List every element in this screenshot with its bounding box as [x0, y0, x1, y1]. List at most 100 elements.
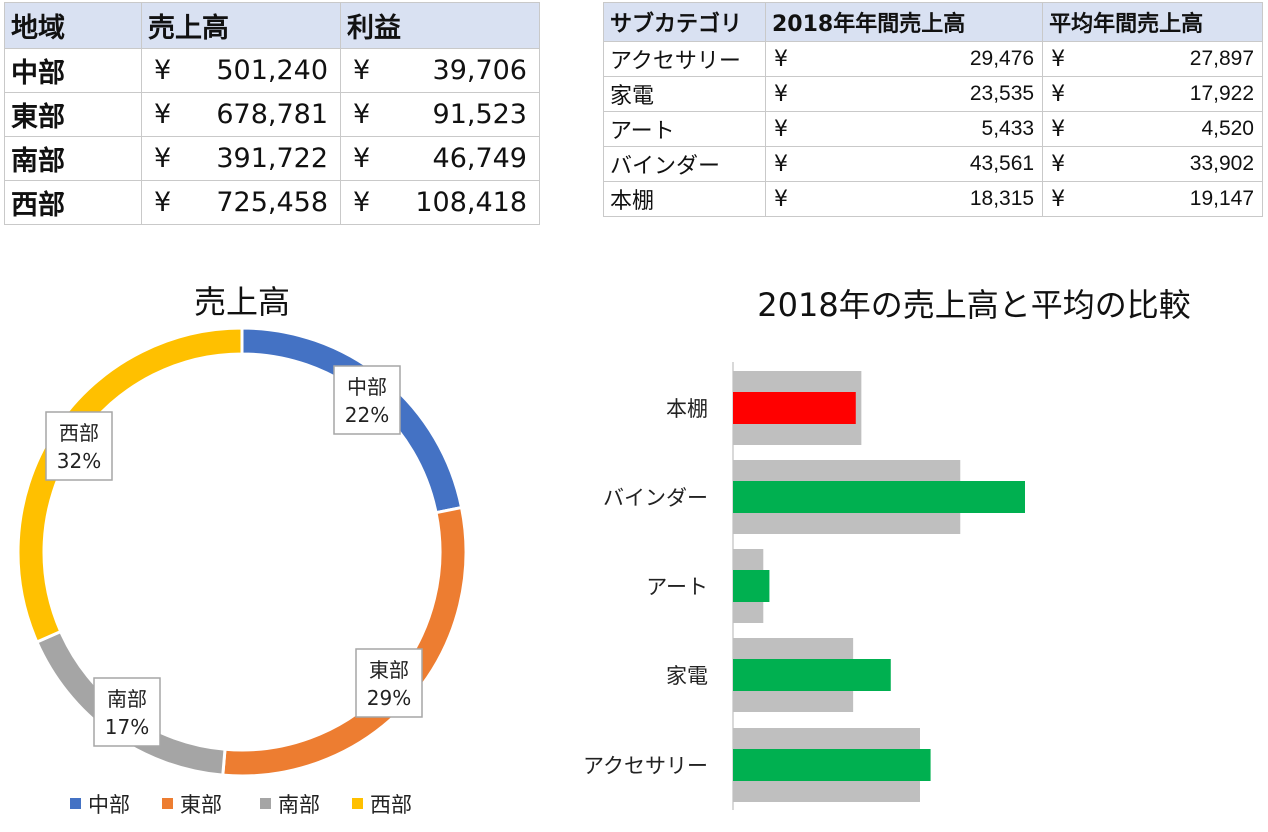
- currency-symbol: ¥: [1042, 181, 1076, 217]
- legend-swatch: [162, 798, 173, 809]
- data-label-box: [93, 677, 161, 747]
- bar-chart-title: 2018年の売上高と平均の比較: [757, 286, 1190, 324]
- header-subcategory: サブカテゴリ: [603, 2, 766, 42]
- legend-item: 南部: [260, 793, 320, 817]
- header-sales: 売上高: [141, 2, 341, 49]
- subcategory-name: バインダー: [603, 146, 766, 182]
- table-row: アート ¥5,433 ¥4,520: [603, 111, 1264, 147]
- header-region: 地域: [4, 2, 142, 49]
- legend-label: 中部: [88, 793, 130, 817]
- table-row: 本棚 ¥18,315 ¥19,147: [603, 181, 1264, 217]
- data-label-percent: 32%: [57, 449, 101, 473]
- profit-value: 39,706: [383, 48, 540, 93]
- data-label-box: [355, 648, 423, 718]
- data-label-percent: 22%: [345, 403, 389, 427]
- header-avg-sales: 平均年間売上高: [1042, 2, 1263, 42]
- region-name: 東部: [4, 92, 142, 137]
- table-row: アクセサリー ¥29,476 ¥27,897: [603, 41, 1264, 77]
- avg-sales-value: 33,902: [1075, 146, 1264, 182]
- bar-2018-sales: [733, 749, 931, 781]
- table-row: 南部 ¥391,722 ¥46,749: [4, 136, 540, 181]
- legend-item: 中部: [70, 793, 130, 817]
- currency-symbol: ¥: [1042, 111, 1076, 147]
- donut-data-label: 西部 32%: [45, 411, 113, 481]
- legend-swatch: [352, 798, 363, 809]
- table-row: 東部 ¥678,781 ¥91,523: [4, 92, 540, 137]
- sales-2018-value: 29,476: [798, 41, 1044, 77]
- legend-label: 西部: [370, 793, 412, 817]
- data-label-box: [333, 365, 401, 435]
- currency-symbol: ¥: [340, 136, 383, 181]
- subcategory-name: アート: [603, 111, 766, 147]
- donut-slice: [16, 326, 244, 644]
- sales-2018-value: 43,561: [798, 146, 1044, 182]
- profit-value: 108,418: [383, 180, 540, 225]
- subcategory-table-header: サブカテゴリ 2018年年間売上高 平均年間売上高: [603, 2, 1263, 42]
- bar-2018-sales: [733, 570, 770, 602]
- bar-2018-sales: [733, 659, 891, 691]
- currency-symbol: ¥: [765, 146, 798, 182]
- currency-symbol: ¥: [340, 48, 383, 93]
- donut-data-label: 東部 29%: [355, 648, 423, 718]
- subcategory-name: 本棚: [603, 181, 766, 217]
- currency-symbol: ¥: [765, 41, 798, 77]
- table-row: バインダー ¥43,561 ¥33,902: [603, 146, 1264, 182]
- sales-value: 725,458: [184, 180, 341, 225]
- region-name: 西部: [4, 180, 142, 225]
- sales-2018-value: 18,315: [798, 181, 1044, 217]
- currency-symbol: ¥: [1042, 76, 1076, 112]
- currency-symbol: ¥: [141, 136, 184, 181]
- donut-chart-title: 売上高: [194, 283, 290, 321]
- subcategory-table: サブカテゴリ 2018年年間売上高 平均年間売上高 アクセサリー ¥29,476 ¥…: [603, 2, 1264, 217]
- sales-2018-value: 5,433: [798, 111, 1044, 147]
- data-label-category: 中部: [347, 375, 387, 399]
- legend-swatch: [260, 798, 271, 809]
- data-label-category: 西部: [59, 421, 99, 445]
- avg-sales-value: 19,147: [1075, 181, 1264, 217]
- header-sales-2018: 2018年年間売上高: [764, 2, 1044, 42]
- region-name: 中部: [4, 48, 142, 93]
- avg-sales-value: 4,520: [1075, 111, 1264, 147]
- data-label-percent: 29%: [367, 686, 411, 710]
- data-label-category: 南部: [107, 687, 147, 711]
- currency-symbol: ¥: [141, 180, 184, 225]
- region-name: 南部: [4, 136, 142, 181]
- sales-2018-value: 23,535: [798, 76, 1044, 112]
- legend-label: 南部: [278, 793, 320, 817]
- currency-symbol: ¥: [765, 76, 798, 112]
- profit-value: 46,749: [383, 136, 540, 181]
- sales-value: 678,781: [184, 92, 341, 137]
- category-label: 家電: [666, 664, 708, 688]
- category-label: アクセサリー: [583, 754, 708, 778]
- sales-value: 391,722: [184, 136, 341, 181]
- subcategory-name: アクセサリー: [603, 41, 766, 77]
- data-label-category: 東部: [369, 658, 409, 682]
- legend-item: 西部: [352, 793, 412, 817]
- donut-slice: [221, 505, 468, 778]
- category-label: アート: [646, 575, 708, 599]
- currency-symbol: ¥: [340, 180, 383, 225]
- table-row: 西部 ¥725,458 ¥108,418: [4, 180, 540, 225]
- region-table-header: 地域 売上高 利益: [4, 2, 540, 49]
- donut-data-label: 南部 17%: [93, 677, 161, 747]
- legend-label: 東部: [180, 793, 222, 817]
- data-label-box: [45, 411, 113, 481]
- bar-2018-sales: [733, 481, 1025, 513]
- profit-value: 91,523: [383, 92, 540, 137]
- currency-symbol: ¥: [1042, 41, 1076, 77]
- legend-swatch: [70, 798, 81, 809]
- legend-item: 東部: [162, 793, 222, 817]
- currency-symbol: ¥: [141, 92, 184, 137]
- category-label: バインダー: [603, 486, 708, 510]
- avg-sales-value: 27,897: [1075, 41, 1264, 77]
- donut-data-label: 中部 22%: [333, 365, 401, 435]
- bar-2018-sales: [733, 392, 856, 424]
- data-label-percent: 17%: [105, 715, 149, 739]
- currency-symbol: ¥: [765, 181, 798, 217]
- table-row: 中部 ¥501,240 ¥39,706: [4, 48, 540, 93]
- category-label: 本棚: [666, 397, 708, 421]
- region-table: 地域 売上高 利益 中部 ¥501,240 ¥39,706 東部 ¥678,781 ¥91…: [4, 2, 540, 225]
